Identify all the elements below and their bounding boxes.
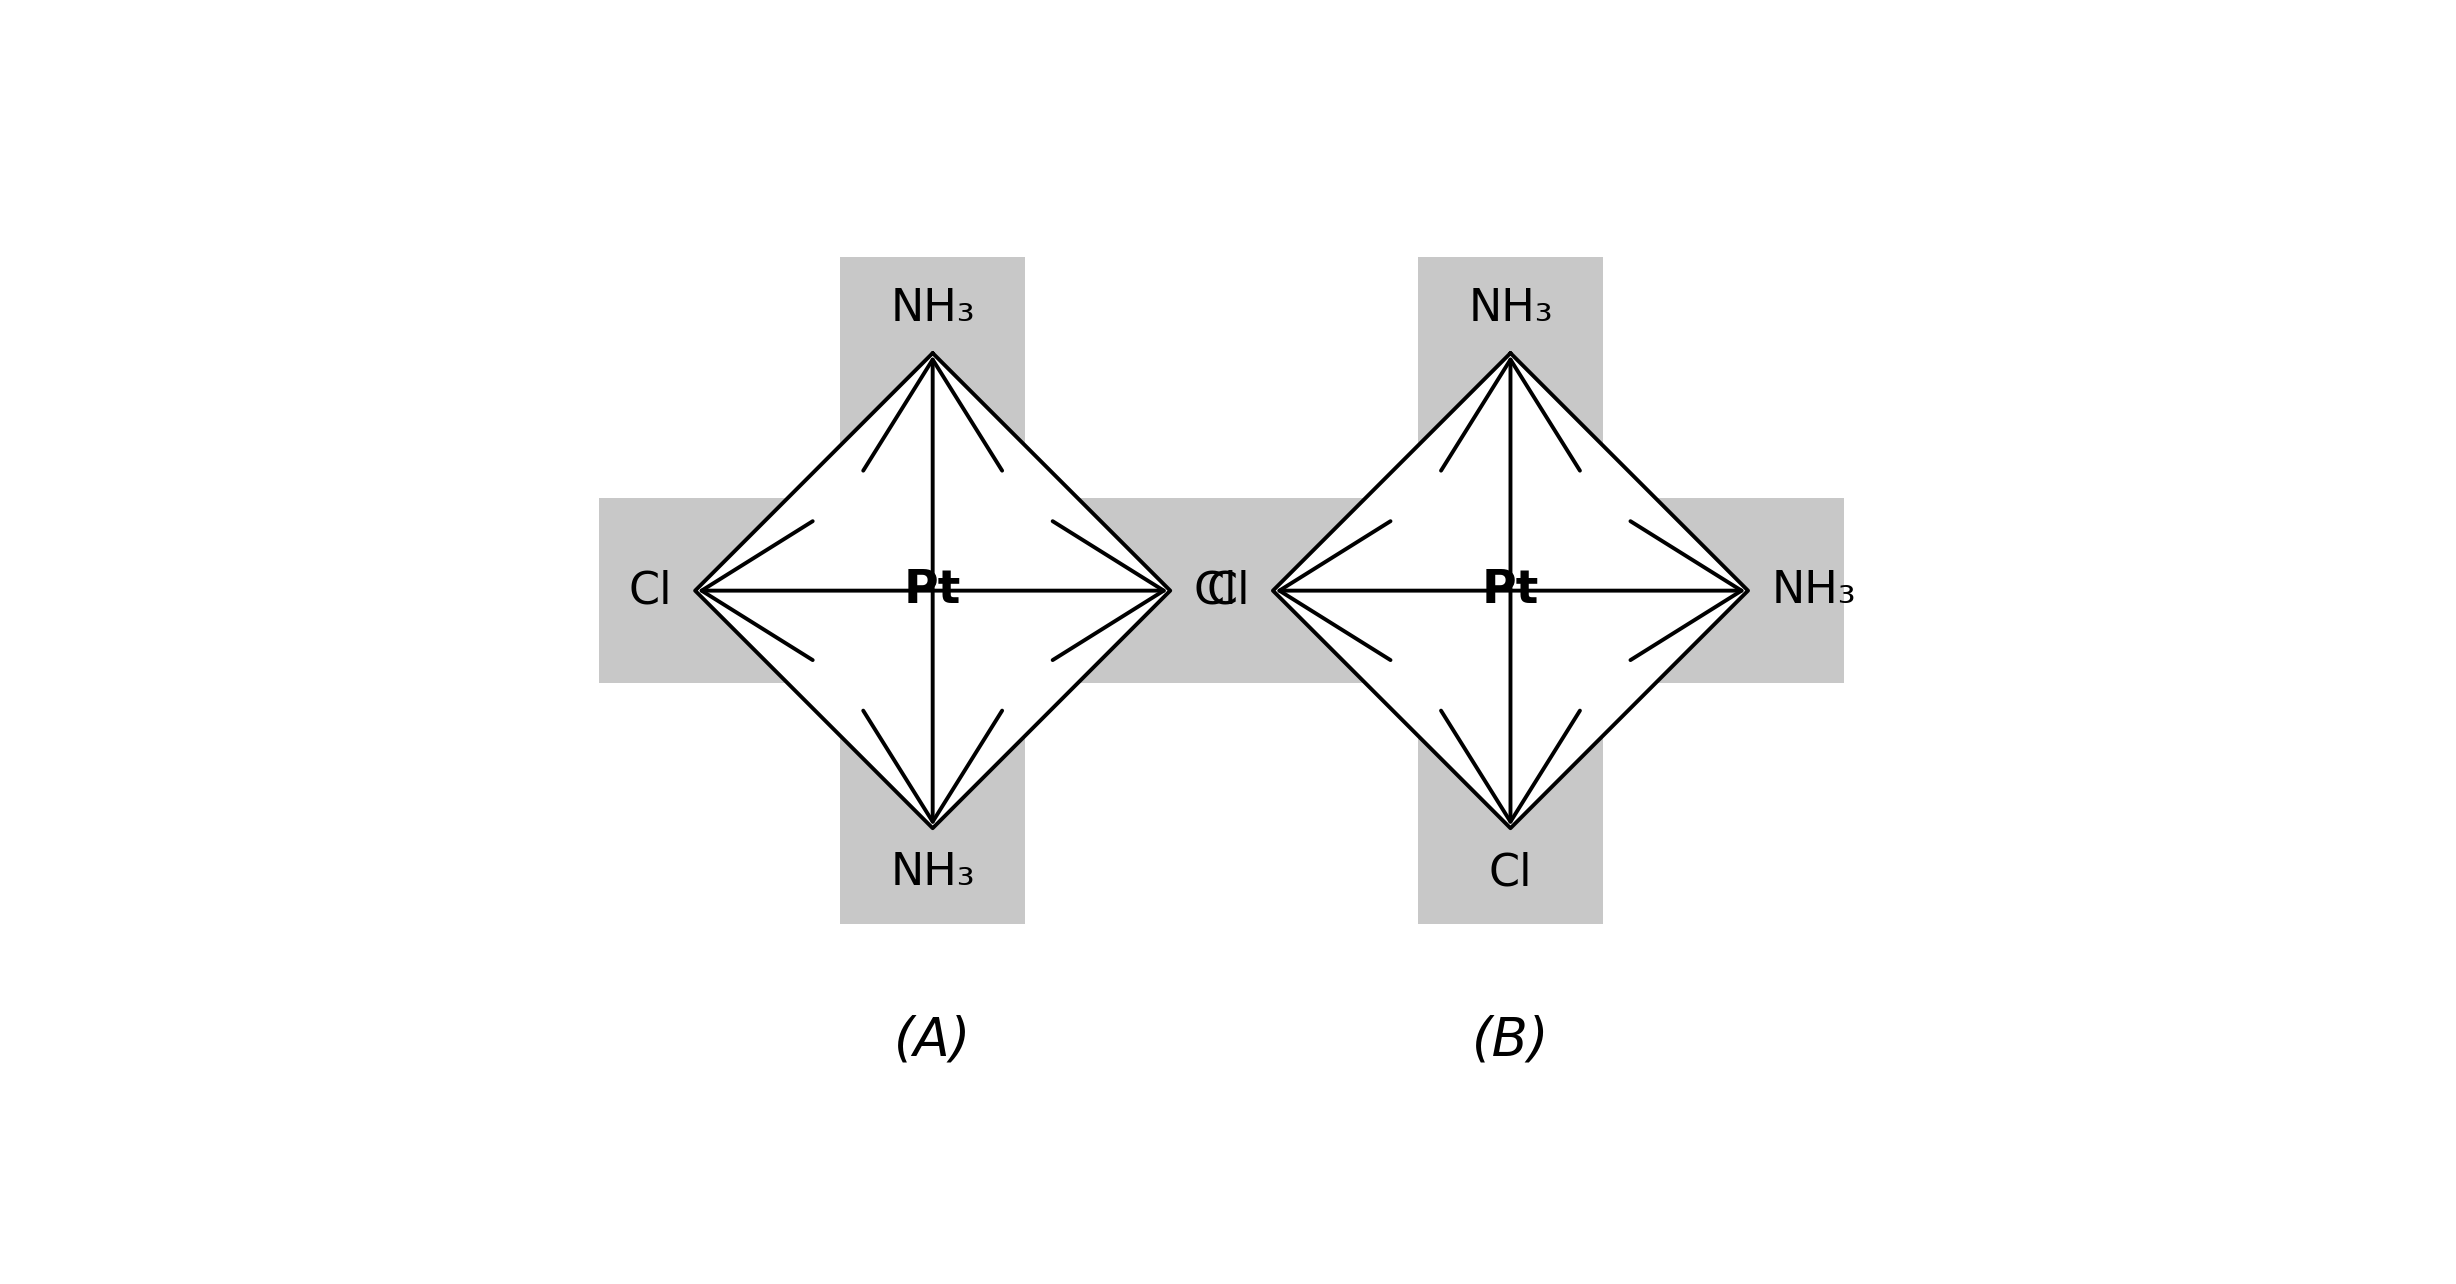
Polygon shape [1272, 353, 1749, 828]
Text: Cl: Cl [1206, 569, 1250, 612]
Bar [599, 498, 1267, 683]
Text: NH₃: NH₃ [1771, 569, 1857, 612]
Text: Pt: Pt [1481, 568, 1540, 614]
Bar [1417, 257, 1604, 924]
Text: Pt: Pt [904, 568, 960, 614]
Text: (A): (A) [894, 1014, 973, 1066]
Text: (B): (B) [1471, 1014, 1550, 1066]
Text: Cl: Cl [1194, 569, 1238, 612]
Text: NH₃: NH₃ [1469, 288, 1552, 330]
Bar [840, 257, 1024, 924]
Text: NH₃: NH₃ [892, 851, 975, 894]
Text: NH₃: NH₃ [892, 288, 975, 330]
Bar [1176, 498, 1844, 683]
Text: Cl: Cl [629, 569, 673, 612]
Text: Cl: Cl [1488, 851, 1533, 894]
Polygon shape [695, 353, 1169, 828]
